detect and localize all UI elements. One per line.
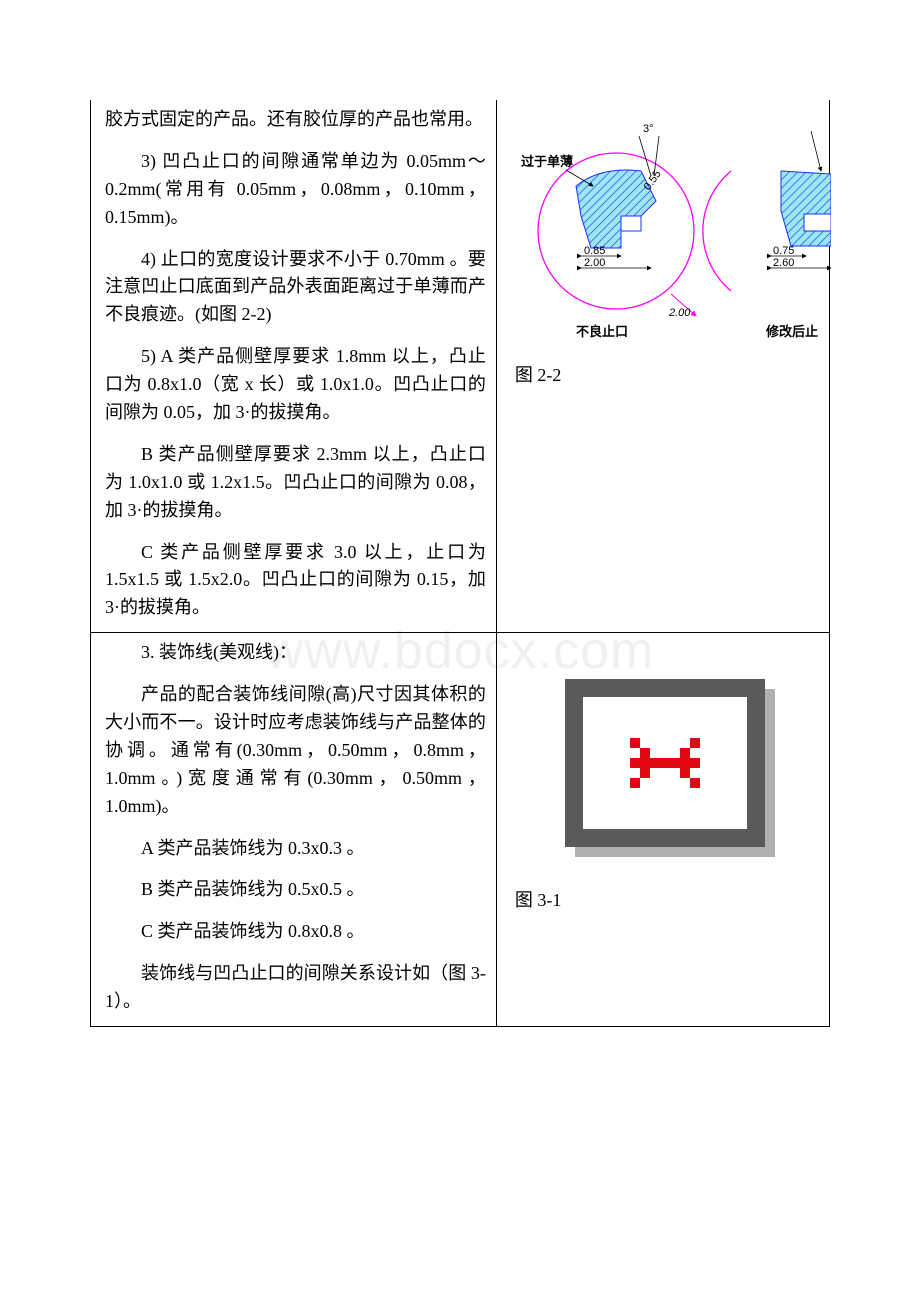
dim-label: 2.60: [773, 257, 794, 269]
figure-caption: 图 2-2: [515, 362, 819, 390]
paragraph: 4) 止口的宽度设计要求不小于 0.70mm 。要注意凹止口底面到产品外表面距离…: [105, 246, 486, 330]
paragraph: 5) A 类产品侧壁厚要求 1.8mm 以上，凸止口为 0.8x1.0（宽 x …: [105, 343, 486, 427]
placeholder-frame: [565, 679, 765, 847]
paragraph: 3. 装饰线(美观线)：: [105, 639, 486, 667]
figure-caption: 图 3-1: [515, 887, 819, 915]
paragraph: 胶方式固定的产品。还有胶位厚的产品也常用。: [105, 106, 486, 134]
paragraph: A 类产品装饰线为 0.3x0.3 。: [105, 835, 486, 863]
diagram-label: 修改后止: [765, 324, 818, 339]
figure-2-2-diagram: 3° 过于单薄 0.55 0.85 2.00: [511, 106, 819, 356]
dim-label: 0.85: [584, 245, 605, 257]
dim-label: 0.55: [642, 168, 664, 192]
paragraph: B 类产品装饰线为 0.5x0.5 。: [105, 876, 486, 904]
text-cell: 胶方式固定的产品。还有胶位厚的产品也常用。 3) 凹凸止口的间隙通常单边为 0.…: [91, 100, 497, 632]
figure-cell: 图 3-1: [497, 633, 829, 1026]
table-row: 3. 装饰线(美观线)： 产品的配合装饰线间隙(高)尺寸因其体积的大小而不一。设…: [91, 633, 829, 1027]
dim-label: 0.75: [773, 245, 794, 257]
paragraph: B 类产品侧壁厚要求 2.3mm 以上，凸止口为 1.0x1.0 或 1.2x1…: [105, 441, 486, 525]
text-cell: 3. 装饰线(美观线)： 产品的配合装饰线间隙(高)尺寸因其体积的大小而不一。设…: [91, 633, 497, 1026]
broken-image-placeholder: [565, 679, 765, 847]
broken-image-icon: [630, 738, 700, 788]
paragraph: C 类产品装饰线为 0.8x0.8 。: [105, 918, 486, 946]
diagram-label: 不良止口: [576, 324, 628, 339]
dim-label: 2.00: [668, 307, 691, 319]
paragraph: 装饰线与凹凸止口的间隙关系设计如（图 3-1）。: [105, 960, 486, 1016]
dim-label: 3°: [643, 123, 654, 135]
figure-cell: 3° 过于单薄 0.55 0.85 2.00: [497, 100, 829, 632]
dim-label: 2.00: [584, 257, 605, 269]
paragraph: 产品的配合装饰线间隙(高)尺寸因其体积的大小而不一。设计时应考虑装饰线与产品整体…: [105, 681, 486, 820]
paragraph: 3) 凹凸止口的间隙通常单边为 0.05mm～0.2mm(常用有 0.05mm，…: [105, 148, 486, 232]
diagram-label: 过于单薄: [521, 154, 573, 169]
paragraph: C 类产品侧壁厚要求 3.0 以上，止口为 1.5x1.5 或 1.5x2.0。…: [105, 539, 486, 623]
table-row: 胶方式固定的产品。还有胶位厚的产品也常用。 3) 凹凸止口的间隙通常单边为 0.…: [91, 100, 829, 633]
diagram-svg: 3° 过于单薄 0.55 0.85 2.00: [511, 106, 831, 356]
document-table: 胶方式固定的产品。还有胶位厚的产品也常用。 3) 凹凸止口的间隙通常单边为 0.…: [90, 100, 830, 1027]
